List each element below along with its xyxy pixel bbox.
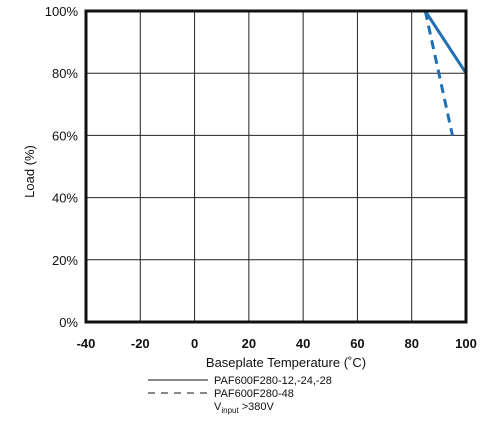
- x-tick-label: 80: [404, 336, 418, 351]
- y-tick-label: 60%: [52, 128, 78, 143]
- series-line-dashed: [423, 10, 454, 136]
- plot-frame: [84, 9, 468, 324]
- x-tick-label: 100: [455, 336, 477, 351]
- y-tick-label: 100%: [45, 4, 79, 19]
- legend-label: PAF600F280-12,-24,-28: [214, 375, 332, 387]
- x-tick-label: 0: [191, 336, 198, 351]
- legend-label: PAF600F280-48: [214, 388, 294, 400]
- grid: [86, 10, 467, 322]
- legend: PAF600F280-12,-24,-28PAF600F280-48Vinput…: [148, 375, 332, 415]
- y-axis-title: Load (%): [22, 145, 37, 198]
- y-tick-label: 80%: [52, 66, 78, 81]
- y-tick-labels: 0% 20% 40% 60% 80% 100%: [45, 4, 79, 330]
- legend-note-subscript: input: [221, 406, 239, 415]
- series-lines: [86, 9, 468, 322]
- x-tick-label: 20: [242, 336, 256, 351]
- legend-note-main: V: [214, 401, 222, 413]
- x-tick-label: -40: [77, 336, 96, 351]
- x-tick-label: 60: [350, 336, 364, 351]
- x-axis-title: Baseplate Temperature (˚C): [206, 355, 366, 370]
- x-tick-label: -20: [131, 336, 150, 351]
- y-tick-label: 40%: [52, 191, 78, 206]
- y-tick-label: 0%: [59, 315, 78, 330]
- series-line-solid: [86, 9, 468, 322]
- y-tick-label: 20%: [52, 253, 78, 268]
- x-tick-labels: -40 -20 0 20 40 60 80 100: [77, 336, 477, 351]
- legend-note-rest: >380V: [239, 401, 275, 413]
- legend-note: Vinput >380V: [214, 401, 275, 415]
- x-tick-label: 40: [296, 336, 310, 351]
